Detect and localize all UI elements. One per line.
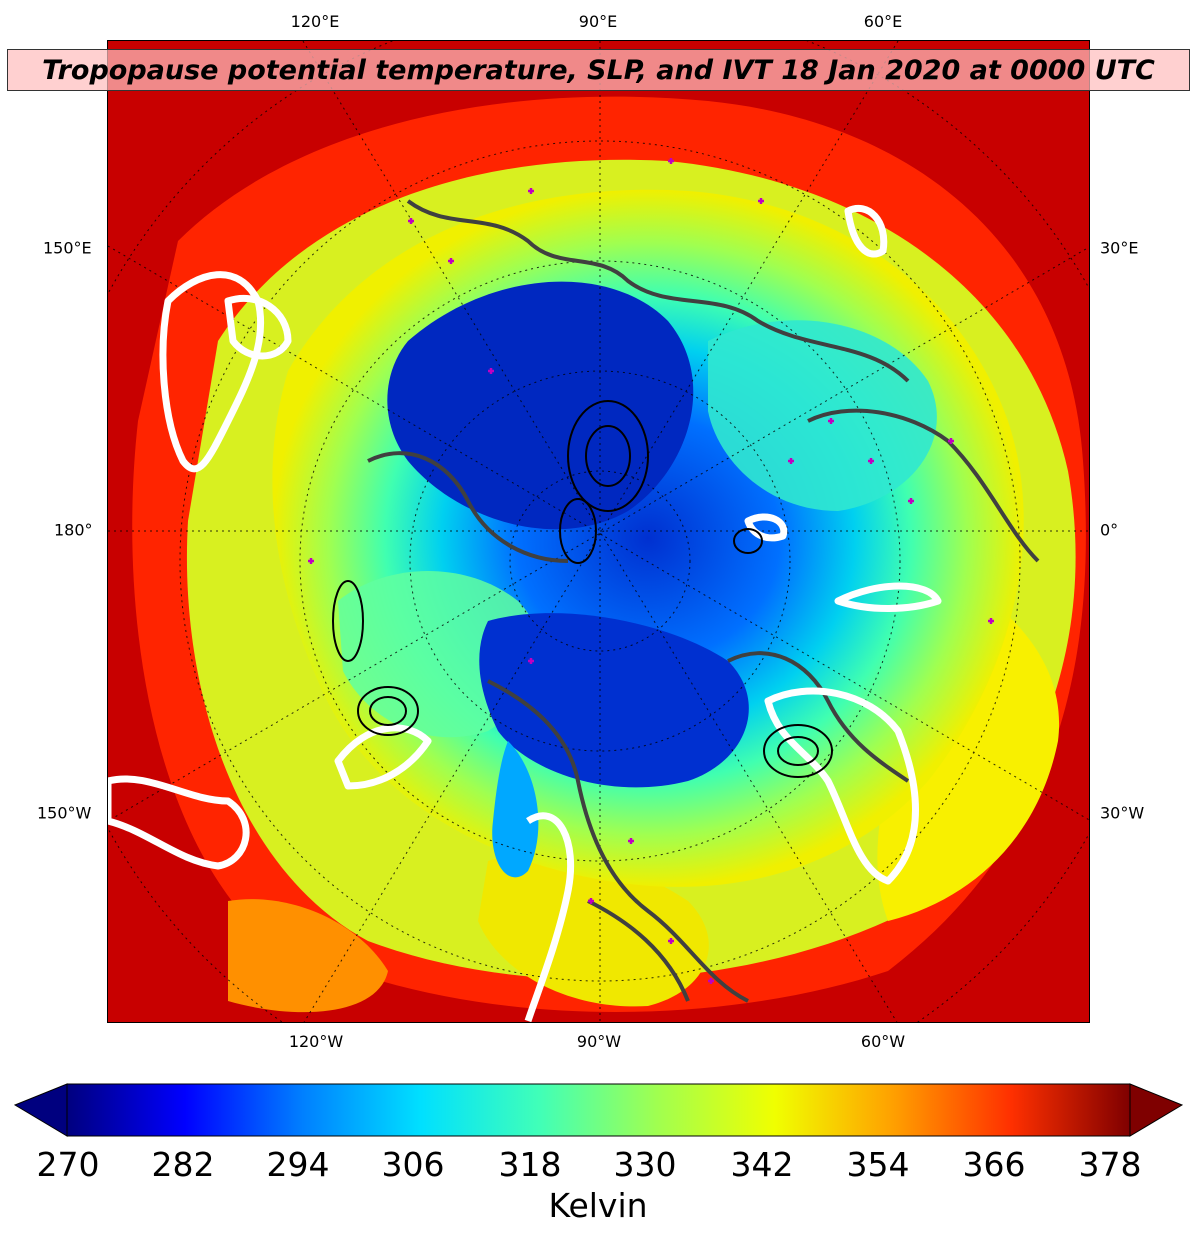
left-label-180: 180° bbox=[54, 520, 93, 540]
colorbar-label: Kelvin bbox=[548, 1186, 648, 1225]
colorbar-tick: 270 bbox=[36, 1145, 100, 1184]
station-markers bbox=[308, 158, 994, 984]
left-label-150e: 150°E bbox=[43, 238, 92, 258]
yellow-atlantic bbox=[877, 561, 1060, 921]
colorbar bbox=[13, 1083, 1184, 1137]
colorbar-tick: 354 bbox=[846, 1145, 910, 1184]
left-label-150w: 150°W bbox=[37, 803, 92, 823]
yellow-us bbox=[478, 853, 709, 1007]
title-box: Tropopause potential temperature, SLP, a… bbox=[7, 49, 1190, 91]
bottom-label-60w: 60°W bbox=[860, 1032, 906, 1051]
colorbar-tick: 306 bbox=[381, 1145, 445, 1184]
bottom-label-120w: 120°W bbox=[288, 1032, 344, 1051]
colorbar-gradient bbox=[66, 1083, 1131, 1137]
orange-pacific bbox=[228, 899, 388, 1013]
top-label-60e: 60°E bbox=[863, 12, 903, 31]
colorbar-tick: 294 bbox=[266, 1145, 330, 1184]
map-panel bbox=[107, 40, 1090, 1023]
right-label-0: 0° bbox=[1100, 520, 1119, 540]
right-label-30w: 30°W bbox=[1100, 803, 1145, 823]
top-label-90e: 90°E bbox=[578, 12, 618, 31]
tropopause-theta-map bbox=[108, 41, 1089, 1022]
colorbar-tick: 378 bbox=[1078, 1145, 1142, 1184]
colorbar-tick: 282 bbox=[151, 1145, 215, 1184]
colorbar-tick: 342 bbox=[730, 1145, 794, 1184]
blue-core-2 bbox=[479, 613, 749, 788]
colorbar-tick: 366 bbox=[962, 1145, 1026, 1184]
graticule bbox=[108, 41, 1089, 1022]
colorbar-min-arrow bbox=[13, 1083, 68, 1137]
ivt-contours bbox=[108, 204, 942, 1022]
colorbar-max-arrow bbox=[1129, 1083, 1184, 1137]
blue-core-1 bbox=[387, 281, 694, 530]
colorbar-tick: 330 bbox=[613, 1145, 677, 1184]
right-label-30e: 30°E bbox=[1100, 238, 1139, 258]
cyan-tongue bbox=[492, 741, 539, 878]
slp-contours bbox=[332, 400, 833, 778]
map-title: Tropopause potential temperature, SLP, a… bbox=[42, 54, 1155, 86]
bottom-label-90w: 90°W bbox=[576, 1032, 622, 1051]
top-label-120e: 120°E bbox=[290, 12, 340, 31]
colorbar-tick: 318 bbox=[498, 1145, 562, 1184]
